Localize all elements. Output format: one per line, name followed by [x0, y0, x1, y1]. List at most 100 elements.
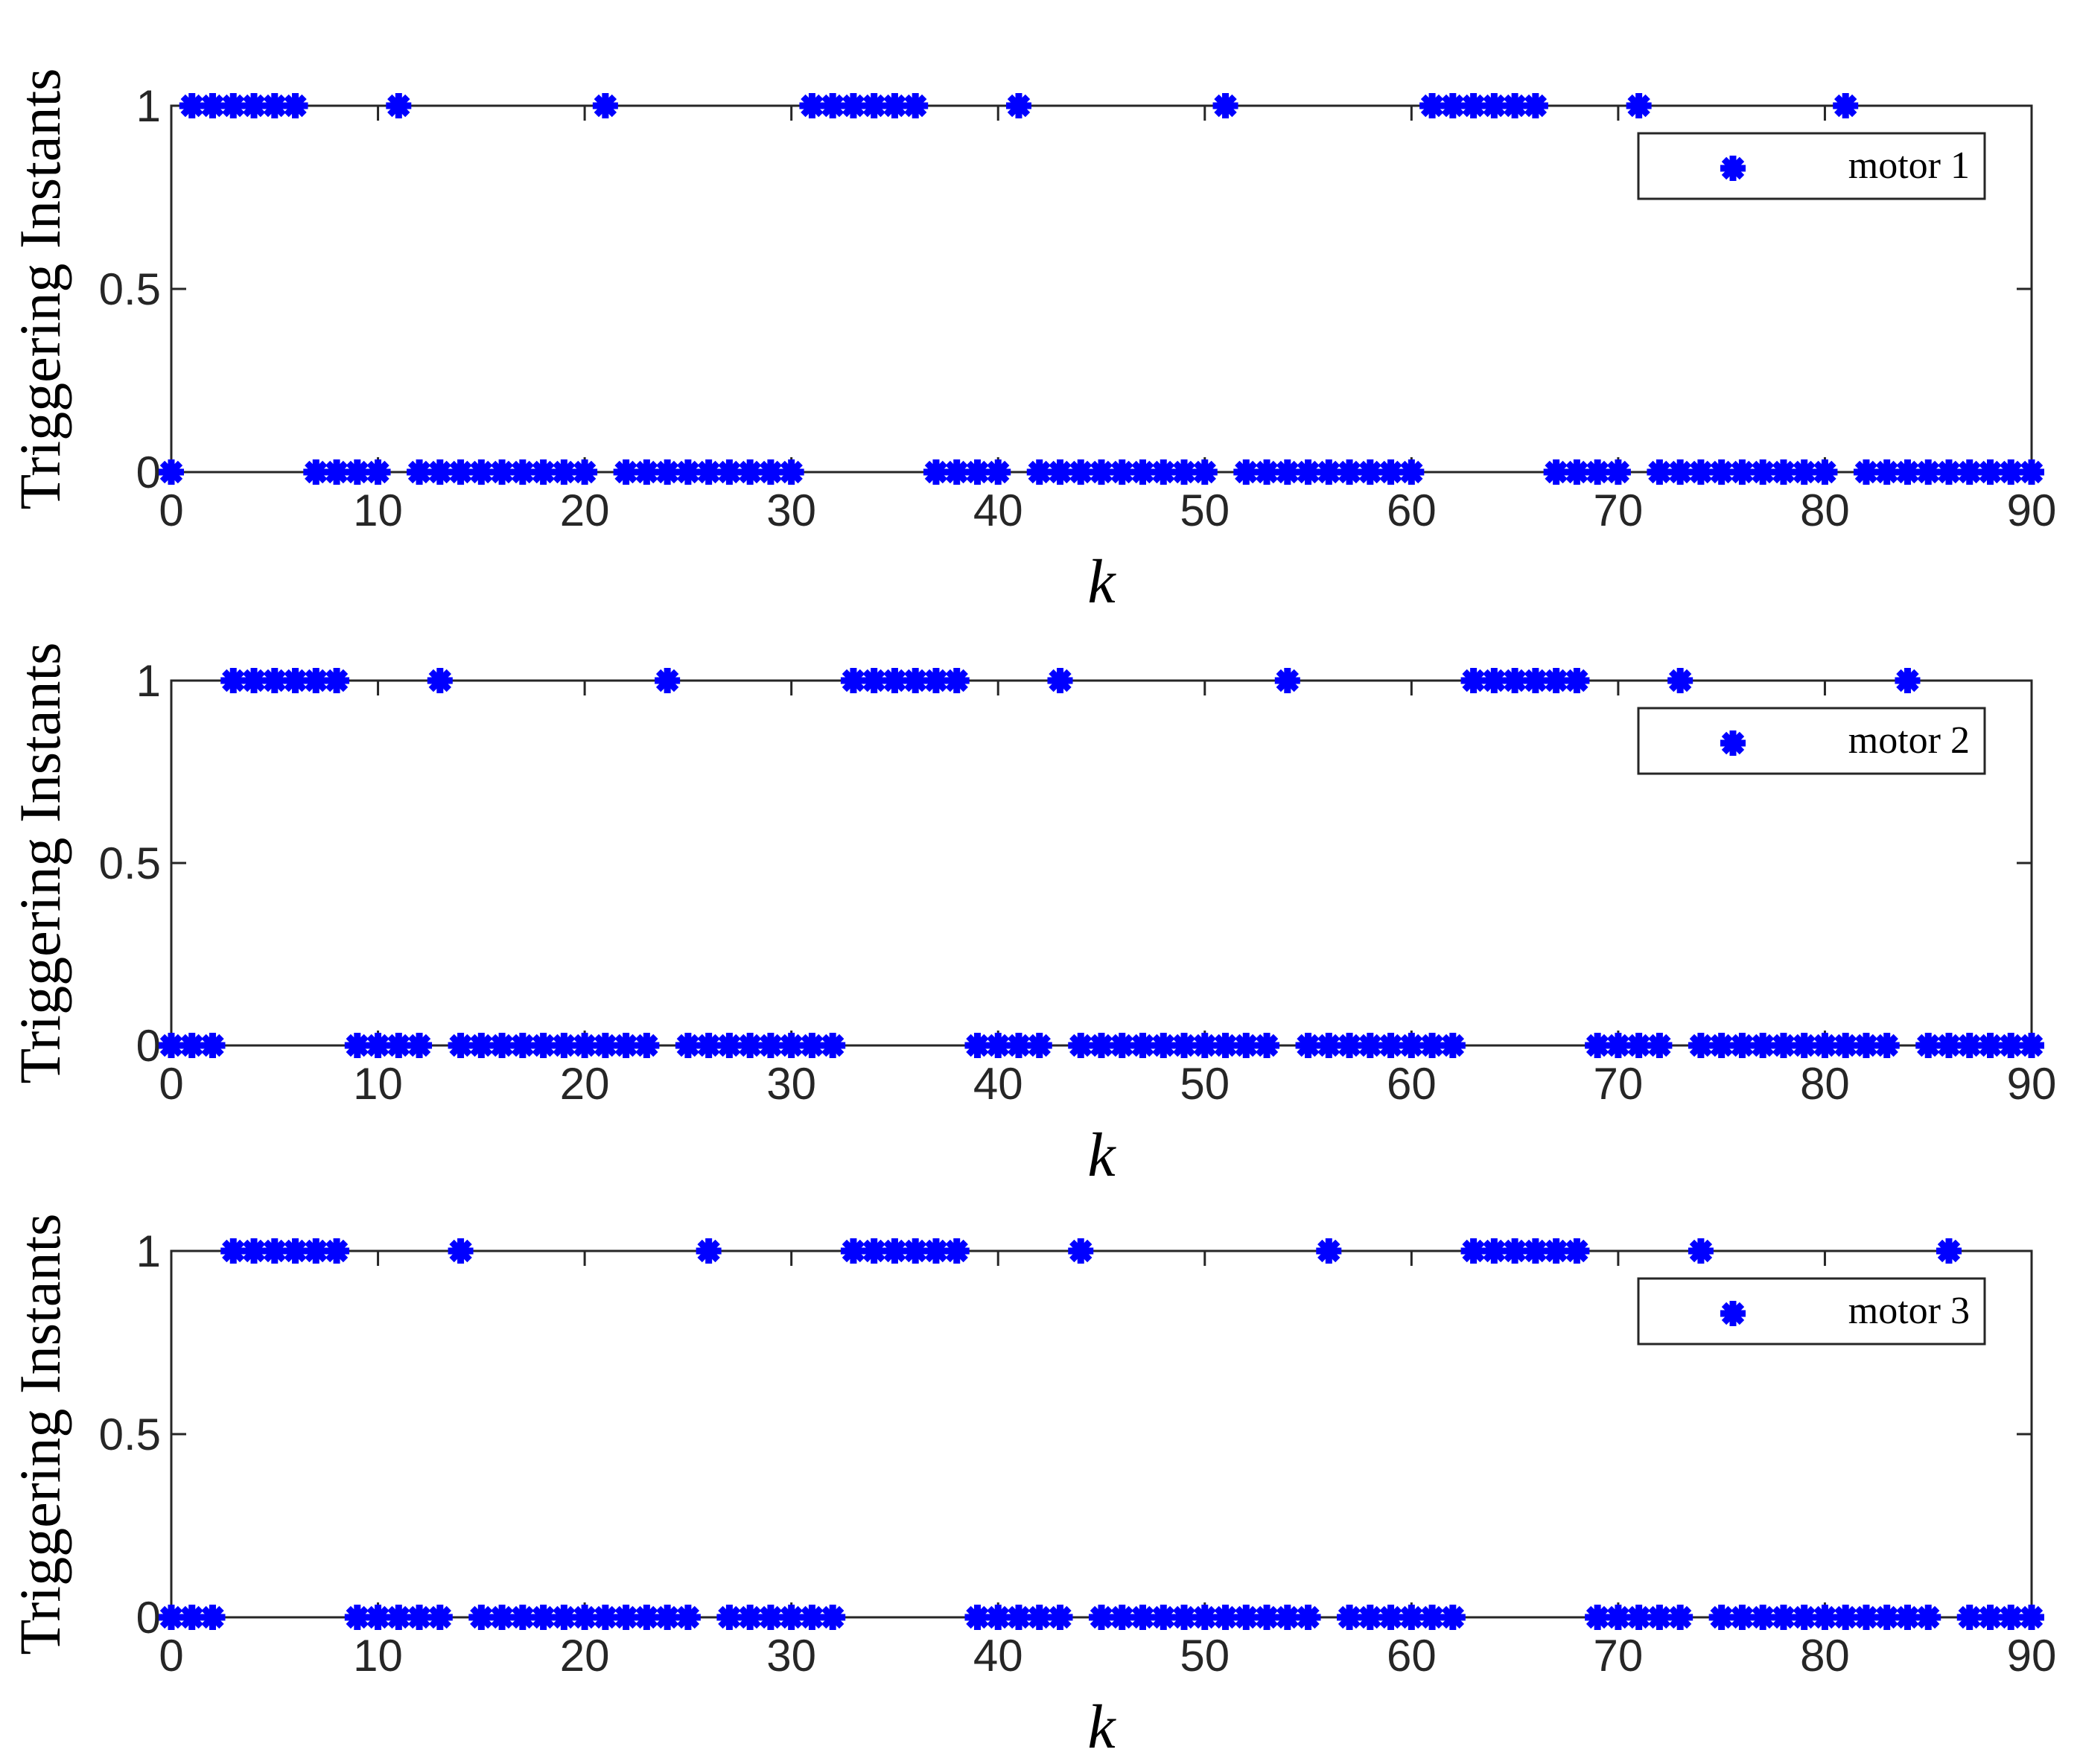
data-point [820, 1033, 846, 1058]
x-tick-label: 80 [1800, 1631, 1850, 1681]
data-point [655, 1605, 681, 1630]
y-axis-label: Triggering Instants [7, 1214, 72, 1655]
data-point [1295, 1605, 1321, 1630]
data-point [1440, 1033, 1466, 1058]
data-point [778, 459, 804, 485]
x-tick-label: 70 [1594, 1059, 1644, 1109]
data-point [1977, 459, 2003, 485]
data-point [241, 93, 267, 118]
data-point [1378, 1033, 1404, 1058]
y-axis-label: Triggering Instants [7, 643, 72, 1084]
legend-label: motor 3 [1848, 1290, 1970, 1332]
x-tick-label: 10 [353, 485, 403, 535]
x-tick-label: 20 [560, 1631, 610, 1681]
data-point [1378, 1605, 1404, 1630]
data-point [427, 459, 453, 485]
data-point [1522, 668, 1548, 693]
legend-label: motor 1 [1848, 144, 1970, 187]
data-series [159, 668, 2044, 1058]
data-point [365, 1605, 391, 1630]
data-point [241, 1238, 267, 1264]
x-tick-label: 90 [2007, 1059, 2057, 1109]
data-point [1585, 1033, 1611, 1058]
data-point [220, 668, 247, 693]
data-point [737, 1605, 763, 1630]
data-point [365, 459, 391, 485]
x-tick-label: 90 [2007, 485, 2057, 535]
data-point [1998, 1033, 2024, 1058]
plot-panel-3: 0 10 20 30 40 50 60 70 80 90 0 0.5 1 Triggering Insta… [7, 1214, 2056, 1762]
data-point [1026, 1033, 1052, 1058]
y-tick-label: 1 [136, 1226, 161, 1276]
x-tick-label: 50 [1180, 1059, 1230, 1109]
data-point [1626, 93, 1652, 118]
y-tick-label: 1 [136, 656, 161, 706]
data-point [944, 668, 970, 693]
data-point [1399, 459, 1425, 485]
legend: motor 2 [1637, 707, 1986, 775]
legend: motor 3 [1637, 1277, 1986, 1346]
data-point [1440, 93, 1466, 118]
data-point [1192, 1605, 1218, 1630]
data-point [757, 1033, 783, 1058]
data-point [1440, 1605, 1466, 1630]
data-point [179, 1033, 205, 1058]
plot-panel-2: 0 10 20 30 40 50 60 70 80 90 0 0.5 1 Triggering Insta… [7, 643, 2056, 1190]
data-point [2019, 1033, 2044, 1058]
data-point [1171, 1033, 1198, 1058]
data-point [1047, 668, 1073, 693]
data-point [407, 1033, 433, 1058]
data-series [159, 93, 2044, 485]
legend: motor 1 [1637, 132, 1986, 200]
data-point [696, 1238, 722, 1264]
data-point [1295, 1033, 1321, 1058]
data-point [1068, 1238, 1094, 1264]
data-point [820, 1605, 846, 1630]
data-point [1419, 1033, 1445, 1058]
data-point [1833, 93, 1859, 118]
data-point [200, 1033, 226, 1058]
legend-marker-icon [1720, 730, 1746, 756]
x-tick-label: 30 [766, 1631, 816, 1681]
data-point [1688, 1238, 1714, 1264]
data-point [1895, 668, 1921, 693]
x-tick-label: 60 [1387, 485, 1437, 535]
data-point [365, 1033, 391, 1058]
y-tick-label: 0 [136, 1593, 161, 1643]
data-point [1502, 93, 1528, 118]
legend-box [1637, 1277, 1986, 1346]
data-point [985, 1605, 1011, 1630]
data-point [427, 668, 453, 693]
data-point [1047, 1605, 1073, 1630]
data-point [1026, 1605, 1052, 1630]
data-point [282, 93, 308, 118]
data-point [1274, 668, 1300, 693]
data-point [386, 93, 412, 118]
x-axis-label: k [1087, 547, 1116, 617]
data-point [1460, 1238, 1486, 1264]
data-point [1895, 1605, 1921, 1630]
data-point [944, 1238, 970, 1264]
data-point [592, 1605, 618, 1630]
data-point [159, 459, 184, 485]
x-tick-label: 0 [159, 1631, 183, 1681]
data-point [448, 1238, 474, 1264]
data-point [1130, 459, 1156, 485]
x-tick-label: 0 [159, 485, 183, 535]
data-point [572, 459, 598, 485]
y-tick-label: 1 [136, 81, 161, 131]
data-point [200, 93, 226, 118]
data-point [1192, 1033, 1218, 1058]
plot-panel-1: 0 10 20 30 40 50 60 70 80 90 0 0.5 1 Triggering Insta… [7, 69, 2056, 617]
data-point [551, 1033, 577, 1058]
data-point [592, 93, 618, 118]
data-point [1212, 93, 1238, 118]
data-point [1564, 1238, 1590, 1264]
data-point [1130, 1605, 1156, 1630]
data-point [427, 1605, 453, 1630]
x-tick-label: 40 [973, 485, 1023, 535]
data-point [1378, 459, 1404, 485]
data-point [200, 1605, 226, 1630]
y-tick-label: 0 [136, 448, 161, 497]
